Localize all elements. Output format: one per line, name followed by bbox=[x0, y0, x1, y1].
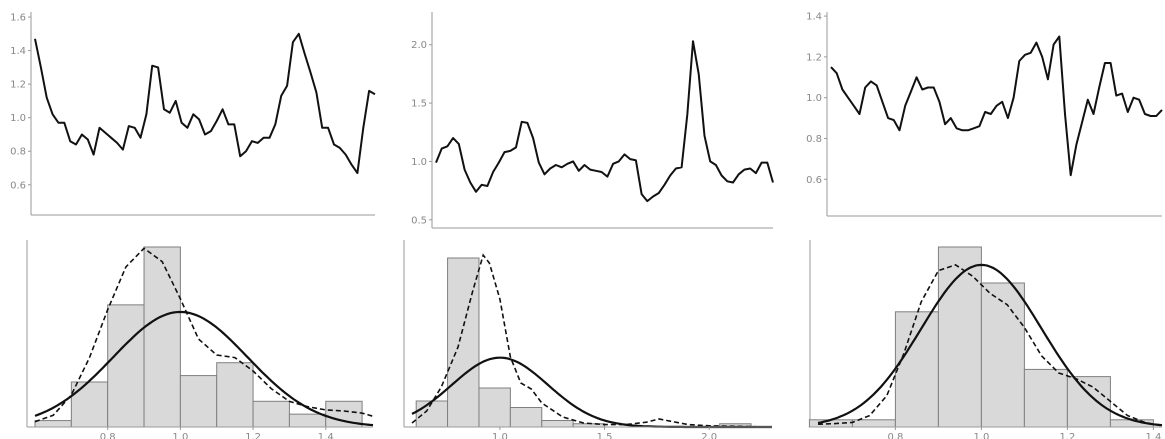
x-tick-label: 0.8 bbox=[887, 432, 903, 439]
time-series-line bbox=[34, 32, 376, 175]
y-tick-label: 1.5 bbox=[411, 99, 427, 110]
histogram-bar bbox=[541, 420, 574, 428]
histogram-bar bbox=[1023, 368, 1068, 428]
x-tick-label: 2.0 bbox=[701, 432, 717, 439]
y-tick-label: 1.2 bbox=[806, 52, 822, 63]
x-tick-label: 1.0 bbox=[973, 432, 989, 439]
x-tick-label: 1.5 bbox=[597, 432, 613, 439]
y-tick-label: 1.0 bbox=[411, 157, 427, 168]
histogram-bar bbox=[937, 246, 982, 428]
y-tick-label: 0.6 bbox=[806, 175, 822, 186]
y-tick-label: 0.8 bbox=[10, 147, 26, 158]
y-tick-label: 1.6 bbox=[10, 13, 26, 24]
histogram-panel-1: 0.8 1.0 1.2 1.4 bbox=[26, 240, 374, 439]
y-tick-label: 0.6 bbox=[10, 180, 26, 191]
histogram-bar bbox=[179, 375, 218, 428]
histogram-bar bbox=[1066, 376, 1111, 428]
x-tick-label: 1.2 bbox=[1059, 432, 1075, 439]
histogram-bar bbox=[34, 420, 72, 428]
histogram-panel-2: 1.0 1.5 2.0 bbox=[403, 240, 773, 439]
time-series-line bbox=[435, 40, 774, 203]
histogram-bar bbox=[107, 304, 145, 428]
histogram-bar bbox=[216, 362, 254, 428]
histogram-bar bbox=[288, 413, 327, 428]
y-tick-label: 1.2 bbox=[10, 80, 26, 91]
histogram-bar bbox=[70, 381, 109, 428]
normal-fit-curve bbox=[34, 310, 374, 427]
histogram-bar bbox=[851, 419, 896, 428]
histogram-bar bbox=[252, 400, 290, 428]
kernel-density-curve bbox=[411, 253, 773, 428]
x-tick-label: 0.8 bbox=[100, 432, 116, 439]
histogram-panel-3: 0.8 1.0 1.2 1.4 bbox=[808, 240, 1163, 439]
histogram-bar bbox=[894, 311, 939, 428]
time-series-line bbox=[830, 35, 1163, 177]
histogram-bar bbox=[980, 282, 1025, 428]
x-tick-label: 1.2 bbox=[245, 432, 261, 439]
y-tick-label: 1.4 bbox=[806, 12, 822, 23]
kernel-density-curve bbox=[34, 247, 374, 423]
x-tick-label: 1.0 bbox=[492, 432, 508, 439]
x-tick-label: 1.4 bbox=[318, 432, 334, 439]
histogram-bar bbox=[509, 407, 543, 428]
histogram-bar bbox=[143, 246, 181, 428]
time-series-panel-1: 0.6 0.8 1.0 1.2 1.4 1.6 bbox=[10, 12, 376, 216]
y-tick-label: 1.0 bbox=[10, 113, 26, 124]
time-series-panel-3: 0.6 0.8 1.0 1.2 1.4 bbox=[806, 12, 1163, 217]
histogram-bar bbox=[478, 387, 511, 428]
x-tick-label: 1.0 bbox=[172, 432, 188, 439]
y-tick-label: 0.5 bbox=[411, 215, 427, 226]
histogram-bar bbox=[415, 400, 449, 428]
y-tick-label: 2.0 bbox=[411, 40, 427, 51]
y-tick-label: 1.4 bbox=[10, 46, 26, 57]
y-tick-label: 0.8 bbox=[806, 134, 822, 145]
time-series-panel-2: 0.5 1.0 1.5 2.0 bbox=[411, 12, 774, 229]
x-tick-label: 1.4 bbox=[1145, 432, 1161, 439]
kernel-density-curve bbox=[817, 264, 1163, 427]
y-tick-label: 1.0 bbox=[806, 93, 822, 104]
normal-fit-curve bbox=[817, 263, 1163, 427]
